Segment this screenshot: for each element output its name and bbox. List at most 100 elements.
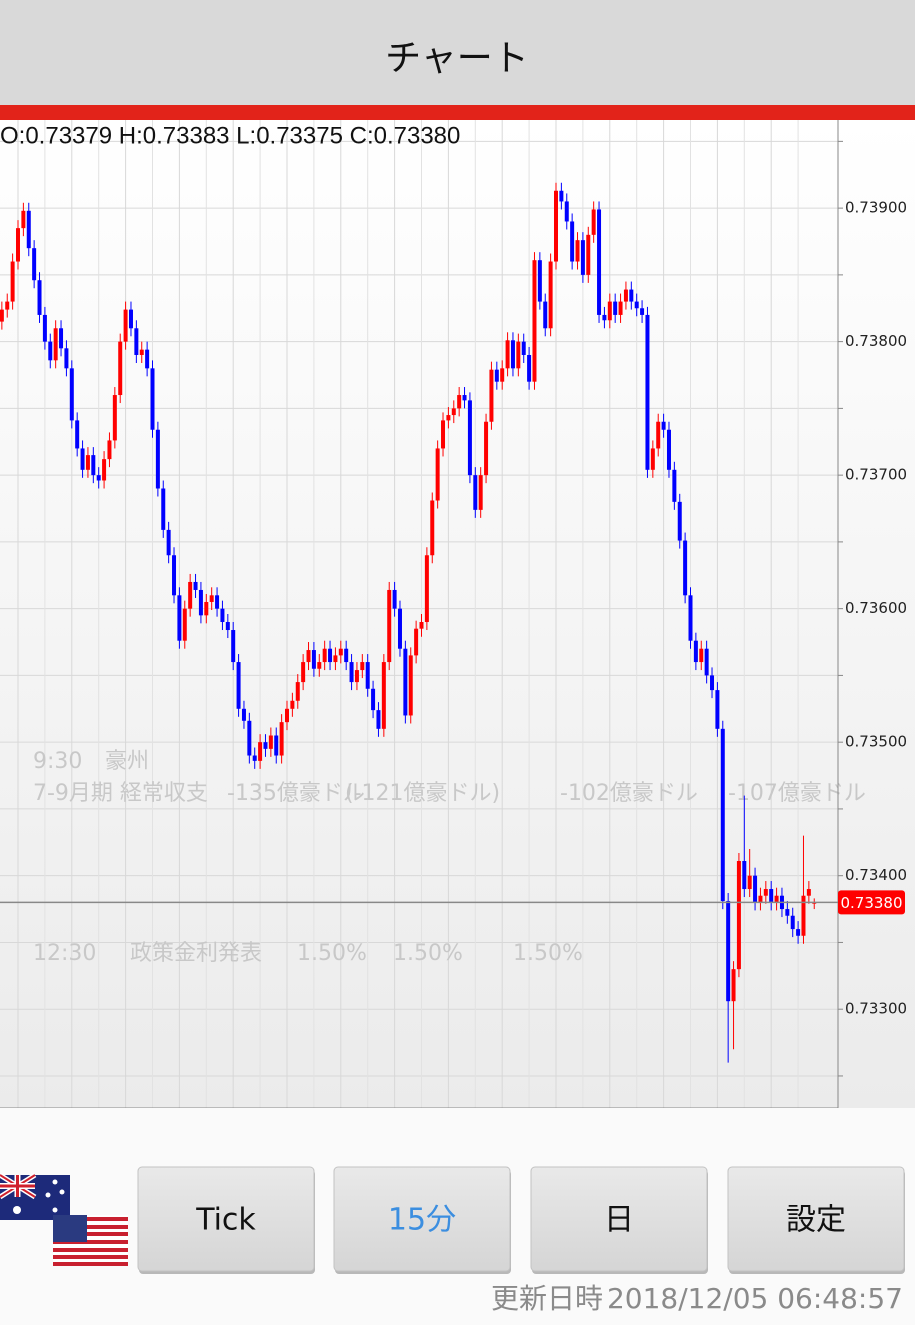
candle-body [247,720,252,756]
candle-body [623,289,628,302]
candle-body [753,875,758,903]
button-label[interactable]: 設定 [786,1203,846,1238]
button[interactable] [727,1166,905,1272]
candle-body [435,448,440,501]
candle-body [494,369,499,382]
candle-body [75,420,80,449]
candle-body [521,341,526,355]
candle-body [629,289,634,302]
ohlc-text: O:0.73379 H:0.73383 L:0.73375 C:0.73380 [0,122,460,149]
event-text: (-121億豪ドル) [345,781,500,806]
candle-body [290,700,295,709]
candle-body [371,688,376,711]
event-text: 1.50% [513,941,583,966]
candle-body [150,368,155,430]
button-label[interactable]: Tick [195,1203,256,1238]
candle-body [704,648,709,676]
candle-body [677,501,682,541]
candle-body [0,309,4,322]
candle-body [360,662,365,671]
candle-body [85,455,90,470]
event-text: 1.50% [297,941,367,966]
candle-body [96,475,101,481]
candle-body [414,628,419,656]
candle-body [392,589,397,609]
candle-body [742,861,747,890]
candle-body [419,622,424,629]
candle-body [710,675,715,691]
candle-body [123,309,128,342]
candle-body [785,909,790,916]
candle-body [80,448,85,470]
y-tick-label: 0.73800 [845,332,907,350]
candle-body [10,261,15,302]
candle-body [322,648,327,663]
candle-body [112,395,117,441]
candle-body [42,314,47,342]
event-text: -102億豪ドル [560,781,698,806]
button-label[interactable]: 15分 [388,1203,456,1238]
last-price-box [838,890,905,915]
candle-body [505,340,510,369]
event-text: 7-9月期 経常収支 [33,781,208,806]
candle-body [543,301,548,329]
candle-body [285,708,289,723]
candle-body [661,421,666,430]
candle-body [376,710,381,729]
candle-body [128,309,133,329]
candle-body [430,500,435,556]
candle-body [484,421,489,476]
candle-body [666,429,671,470]
candle-body [48,341,53,361]
candle-body [580,240,585,275]
candles [0,182,817,1063]
candle-body [618,301,623,315]
candle-body [774,895,779,903]
candle-body [790,915,795,930]
button[interactable] [530,1166,708,1272]
candle-body [801,895,806,936]
candle-body [591,209,596,235]
candle-body [650,448,655,470]
candle-body [403,648,408,716]
candle-body [188,581,193,609]
candle-body [155,429,160,489]
candle-body [736,861,741,970]
candle-body [462,395,467,401]
header-title: チャート [385,38,529,79]
button[interactable] [333,1166,511,1272]
candle-body [64,348,69,369]
candle-body [349,662,354,683]
candle-body [102,459,107,481]
button[interactable] [137,1166,315,1272]
candle-body [586,234,591,275]
candle-body [467,400,472,476]
candle-body [139,349,144,355]
candle-body [21,210,26,229]
candle-body [338,648,343,656]
candle-body [333,655,338,663]
candle-body [145,349,150,369]
button-label[interactable]: 日 [604,1203,634,1238]
event-text: 政策金利発表 [130,941,262,966]
candle-body [537,260,542,302]
candle-body [306,650,311,663]
candle-body [763,889,768,896]
update-label: 更新日時 [491,1282,603,1315]
candle-body [354,670,359,683]
candle-body [134,328,139,355]
event-text: 豪州 [105,749,149,774]
candle-body [683,540,688,596]
candle-body [715,690,720,729]
candle-body [564,201,569,222]
candle-body [381,662,386,729]
candle-body [532,260,537,382]
event-text: 1.50% [393,941,463,966]
candle-body [806,889,811,896]
y-tick-label: 0.73900 [845,199,907,217]
candle-body [397,608,402,649]
candle-body [597,209,602,315]
candle-body [602,314,607,321]
